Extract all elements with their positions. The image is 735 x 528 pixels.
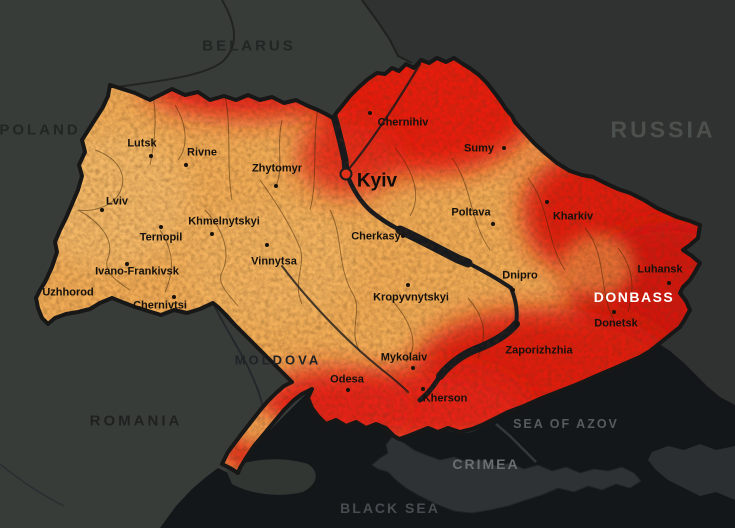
city-label-lutsk: Lutsk [127, 137, 157, 150]
danube-delta [226, 459, 316, 495]
city-dot-kharkiv [545, 200, 549, 204]
city-label-mykolaiv: Mykolaiv [380, 351, 428, 364]
city-dot-chernivtsi [172, 295, 176, 299]
country-label-romania: ROMANIA [89, 412, 183, 430]
city-dot-ivano-frankivsk [125, 262, 129, 266]
area-label-crimea: CRIMEA [452, 456, 520, 472]
city-dot-odesa [346, 388, 350, 392]
country-label-belarus: BELARUS [202, 37, 296, 55]
city-dot-zhytomyr [274, 184, 278, 188]
city-label-ternopil: Ternopil [139, 231, 183, 244]
city-label-lviv: Lviv [105, 195, 129, 208]
city-label-chernihiv: Chernihiv [377, 116, 429, 129]
capital-label-kyiv: Kyiv [356, 170, 398, 192]
country-label-poland: POLAND [0, 121, 81, 139]
city-label-odesa: Odesa [330, 373, 364, 386]
city-dot-vinnytsa [265, 243, 269, 247]
city-dot-cherkasy [401, 234, 405, 238]
taman-peninsula [648, 444, 735, 500]
city-dot-zaporizhzhia [515, 322, 519, 326]
city-label-kropyvnytskyi: Kropyvnytskyi [373, 291, 449, 304]
poland-belarus-border [116, 0, 236, 88]
city-label-rivne: Rivne [187, 146, 217, 159]
city-label-luhansk: Luhansk [637, 263, 683, 276]
city-dot-lutsk [149, 154, 153, 158]
city-dot-dnipro [511, 288, 515, 292]
ukraine-border [34, 56, 702, 475]
romania-river [0, 463, 65, 507]
country-label-moldova: MOLDOVA [234, 352, 322, 368]
city-dot-poltava [491, 222, 495, 226]
city-dot-chernihiv [368, 111, 372, 115]
belarus-russia-border [361, 0, 413, 64]
city-label-zhytomyr: Zhytomyr [251, 162, 303, 175]
city-label-sumy: Sumy [464, 142, 494, 155]
capital-dot-kyiv [339, 167, 353, 181]
region-label-donbass: DONBASS [593, 289, 675, 305]
city-label-khmelnytskyi: Khmelnytskyi [188, 215, 260, 228]
city-dot-kherson [421, 387, 425, 391]
city-dot-kropyvnytskyi [406, 283, 410, 287]
city-dot-sumy [502, 146, 506, 150]
city-label-cherkasy: Cherkasy [351, 230, 401, 243]
city-label-dnipro: Dnipro [502, 269, 538, 282]
city-label-donetsk: Donetsk [594, 317, 638, 330]
city-label-vinnytsa: Vinnytsa [251, 255, 297, 268]
sea-label-azov: SEA OF AZOV [513, 416, 619, 431]
city-label-uzhhorod: Uzhhorod [42, 286, 94, 299]
country-label-russia: RUSSIA [610, 116, 716, 143]
arabat-spit [495, 423, 537, 463]
city-label-chernivtsi: Chernivtsi [133, 299, 187, 312]
city-dot-rivne [184, 163, 188, 167]
city-dot-luhansk [667, 281, 671, 285]
city-label-ivano-frankivsk: Ivano-Frankivsk [95, 265, 179, 278]
crimea-shape [371, 436, 642, 514]
city-dot-lviv [100, 208, 104, 212]
city-dot-khmelnytskyi [210, 232, 214, 236]
city-dot-ternopil [159, 225, 163, 229]
city-label-kharkiv: Kharkiv [552, 210, 594, 223]
sea-label-black-sea: BLACK SEA [340, 500, 440, 516]
city-dot-donetsk [612, 310, 616, 314]
city-label-kherson: Kherson [422, 392, 468, 405]
city-label-zaporizhzhia: Zaporizhzhia [505, 344, 573, 357]
city-label-poltava: Poltava [451, 206, 491, 219]
city-dot-mykolaiv [411, 366, 415, 370]
